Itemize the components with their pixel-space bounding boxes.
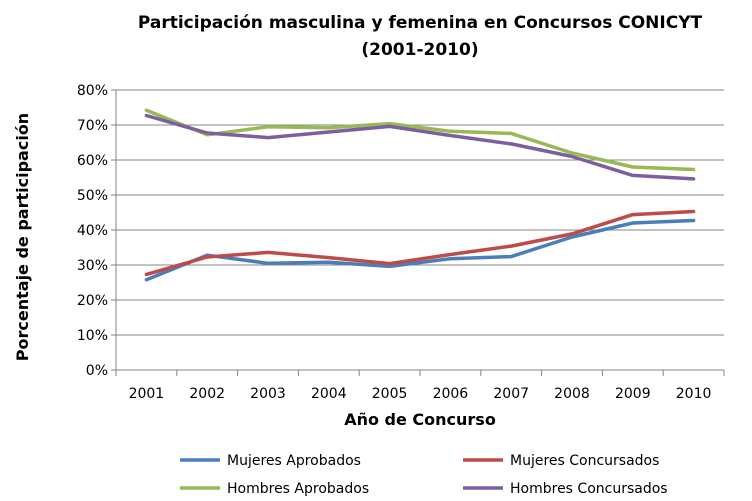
data-point	[510, 143, 512, 145]
y-tick-label: 80%	[77, 83, 108, 99]
y-tick-label: 60%	[77, 153, 108, 169]
data-point	[328, 131, 330, 133]
data-point	[693, 178, 695, 180]
x-tick-label: 2009	[615, 386, 651, 402]
data-point	[510, 245, 512, 247]
x-tick-label: 2004	[311, 386, 347, 402]
data-point	[449, 254, 451, 255]
x-tick-label: 2002	[189, 386, 225, 402]
data-point	[449, 135, 451, 136]
data-point	[571, 156, 573, 157]
x-tick-label: 2001	[129, 386, 165, 402]
data-point	[389, 123, 391, 125]
x-tick-label: 2006	[433, 386, 469, 402]
data-point	[206, 256, 208, 258]
series-line-3	[144, 108, 696, 172]
y-tick-label: 10%	[77, 328, 108, 344]
data-point	[693, 211, 695, 212]
y-tick-label: 0%	[86, 363, 108, 379]
data-point	[145, 279, 147, 281]
legend-label: Mujeres Concursados	[510, 453, 659, 469]
data-point	[571, 152, 573, 154]
x-axis-title: Año de Concurso	[344, 410, 496, 429]
x-axis-ticks: 2001 2002 2003 2004 2005 2006 2007 2008 2009 2010	[115, 370, 725, 402]
chart-title-line-2: (2001-2010)	[361, 40, 478, 60]
data-point	[632, 222, 634, 224]
x-tick-label: 2007	[493, 386, 529, 402]
y-tick-label: 20%	[77, 293, 108, 309]
y-tick-label: 70%	[77, 118, 108, 134]
data-point	[267, 126, 269, 128]
x-tick-label: 2008	[554, 386, 590, 402]
legend-label: Hombres Concursados	[510, 481, 668, 497]
data-point	[389, 263, 391, 265]
legend: Mujeres Aprobados Mujeres Concursados Homb…	[180, 453, 668, 497]
data-point	[145, 273, 147, 275]
y-tick-label: 30%	[77, 258, 108, 274]
data-point	[267, 262, 269, 264]
data-point	[693, 169, 695, 170]
data-point	[449, 258, 451, 260]
data-point	[145, 109, 147, 111]
data-point	[571, 236, 573, 238]
data-point	[449, 130, 451, 132]
data-point	[510, 256, 512, 258]
x-tick-label: 2005	[372, 386, 408, 402]
x-tick-label: 2003	[250, 386, 286, 402]
data-point	[632, 174, 634, 176]
data-point	[206, 132, 208, 134]
chart-title-line-1: Participación masculina y femenina en Co…	[138, 13, 703, 33]
data-point	[328, 127, 330, 129]
y-tick-label: 40%	[77, 223, 108, 239]
data-point	[328, 257, 330, 259]
x-tick-label: 2010	[676, 386, 712, 402]
series-lines	[144, 108, 696, 282]
data-point	[267, 137, 269, 139]
y-axis-title: Porcentaje de participación	[13, 113, 32, 361]
data-point	[510, 132, 512, 134]
data-point	[571, 233, 573, 235]
data-point	[693, 220, 695, 221]
y-axis-ticks: 0% 10% 20% 30% 40% 50% 60% 70% 80%	[77, 83, 116, 379]
data-point	[389, 125, 391, 127]
series-line-2	[144, 209, 696, 277]
data-point	[267, 251, 269, 253]
data-point	[145, 115, 147, 116]
series-line-1	[144, 218, 696, 282]
gridlines	[116, 89, 724, 336]
series-line-4	[144, 113, 696, 181]
legend-label: Hombres Aprobados	[227, 481, 369, 497]
data-point	[389, 265, 391, 267]
data-point	[328, 261, 330, 263]
legend-label: Mujeres Aprobados	[227, 453, 361, 469]
data-point	[632, 166, 634, 168]
y-tick-label: 50%	[77, 188, 108, 204]
data-point	[632, 214, 634, 216]
